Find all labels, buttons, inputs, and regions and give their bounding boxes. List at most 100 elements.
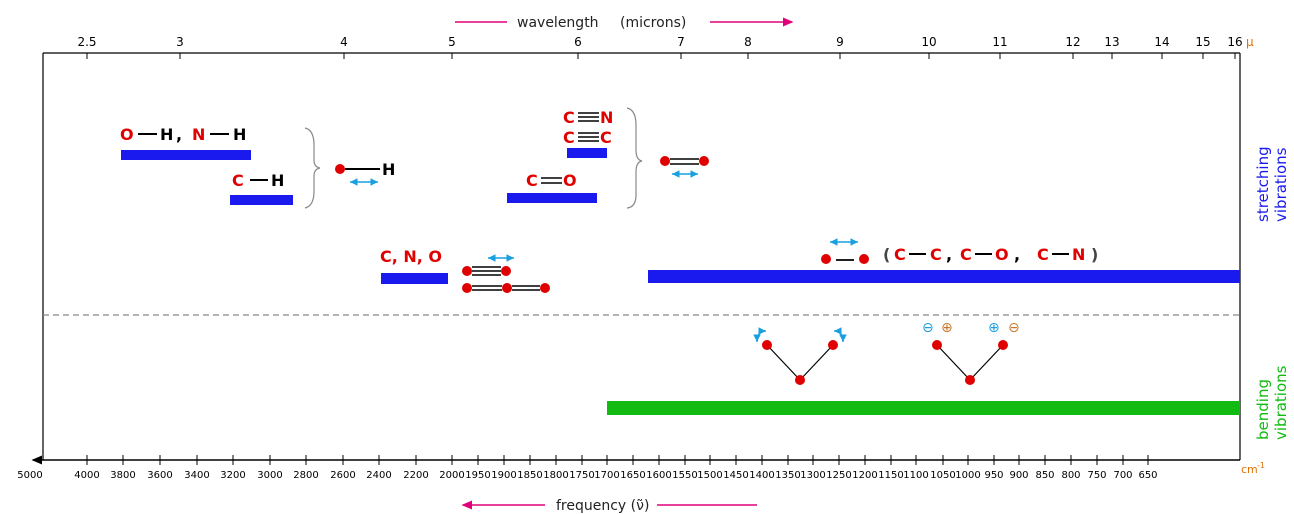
frequency-tick-label: 5000 <box>17 470 42 481</box>
atom-dot <box>660 156 670 166</box>
frequency-unit: cm <box>1241 463 1258 476</box>
frequency-tick-label: 1750 <box>569 470 594 481</box>
atom-h: H <box>382 160 395 179</box>
frequency-tick-label: 2800 <box>293 470 318 481</box>
frequency-tick-label: 1600 <box>646 470 671 481</box>
atom-o: O <box>563 171 577 190</box>
atom-dot <box>828 340 838 350</box>
wavelength-tick-label: 5 <box>448 35 456 49</box>
wavelength-tick-label: 16 <box>1227 35 1242 49</box>
bending-vibrations-label: bending vibrations <box>1254 365 1290 440</box>
atom-n: N <box>1072 245 1085 264</box>
frequency-ticks: 5000 4000 3800 3600 3400 3200 3000 2800 2600 2400… <box>17 455 1158 481</box>
wavelength-tick-label: 13 <box>1104 35 1119 49</box>
wavelength-tick-label: 3 <box>176 35 184 49</box>
wavelength-tick-label: 8 <box>744 35 752 49</box>
frequency-unit-exponent: -1 <box>1257 461 1265 470</box>
xh-brace <box>304 127 321 209</box>
atom-dot <box>859 254 869 264</box>
frequency-tick-label: 1550 <box>672 470 697 481</box>
cumulene-stretch-icon <box>462 283 550 293</box>
frequency-tick-label: 1950 <box>465 470 490 481</box>
atom-c: C <box>526 171 538 190</box>
frequency-tick-label: 3000 <box>257 470 282 481</box>
double-bond-stretch-icon <box>660 156 709 178</box>
frequency-tick-label: 1350 <box>775 470 800 481</box>
bending-bar <box>607 401 1240 415</box>
cn-triple-label: C N <box>563 108 613 127</box>
frequency-tick-label: 950 <box>984 470 1003 481</box>
frequency-tick-label: 3800 <box>110 470 135 481</box>
ch-label: C H <box>232 171 284 190</box>
plus-circle-icon: ⊕ <box>988 320 1000 336</box>
atom-c: C <box>894 245 906 264</box>
multiple-bond-brace <box>626 107 643 209</box>
atom-c: C <box>563 108 575 127</box>
frequency-tick-label: 3600 <box>147 470 172 481</box>
stretching-vibrations-label: stretching vibrations <box>1254 146 1290 222</box>
frequency-tick-label: 650 <box>1138 470 1157 481</box>
triple-bond-stretch-bar <box>567 148 607 158</box>
minus-circle-icon: ⊖ <box>1008 320 1020 336</box>
frequency-tick-label: 1800 <box>543 470 568 481</box>
atom-c: C <box>960 245 972 264</box>
atom-h: H <box>271 171 284 190</box>
frequency-tick-label: 3400 <box>184 470 209 481</box>
bending-text: bending <box>1254 379 1272 440</box>
atom-c: C <box>563 128 575 147</box>
frequency-tick-label: 850 <box>1035 470 1054 481</box>
co-double-label: C O <box>526 171 577 190</box>
atom-dot <box>821 254 831 264</box>
wavelength-title: wavelength <box>517 15 599 31</box>
frequency-tick-label: 900 <box>1009 470 1028 481</box>
atom-dot <box>795 375 805 385</box>
comma: , <box>946 245 952 264</box>
oh-nh-stretch-bar <box>121 150 251 160</box>
frequency-tick-label: 1250 <box>826 470 851 481</box>
paren-close: ) <box>1091 245 1098 264</box>
rock-arrow-icon <box>833 327 847 343</box>
double-bond-stretch-bar <box>507 193 597 203</box>
frequency-tick-label: 750 <box>1087 470 1106 481</box>
atom-dot <box>965 375 975 385</box>
atom-c: C <box>232 171 244 190</box>
atom-dot <box>762 340 772 350</box>
frequency-tick-label: 1300 <box>800 470 825 481</box>
frequency-tick-label: 1700 <box>594 470 619 481</box>
atom-dot <box>462 266 472 276</box>
comma: , <box>176 125 182 144</box>
comma: , <box>1014 245 1020 264</box>
atom-dot <box>335 164 345 174</box>
frequency-title: frequency (ν̃) <box>556 498 649 514</box>
out-of-plane-bend-icon: ⊖ ⊕ ⊕ ⊖ <box>922 320 1020 385</box>
wavelength-unit: μ <box>1246 35 1254 49</box>
stretching-text: stretching <box>1254 146 1272 222</box>
atom-dot <box>932 340 942 350</box>
frequency-tick-label: 2000 <box>439 470 464 481</box>
frequency-tick-label: 2200 <box>403 470 428 481</box>
atom-dot <box>540 283 550 293</box>
atom-c: C <box>600 128 612 147</box>
paren-open: ( <box>883 245 890 264</box>
wavelength-tick-label: 12 <box>1065 35 1080 49</box>
wavelength-ticks: 2.5 3 4 5 6 7 8 9 10 11 12 13 14 15 16 <box>77 35 1243 59</box>
wavelength-tick-label: 2.5 <box>77 35 96 49</box>
vibrations-text: vibrations <box>1272 147 1290 222</box>
atom-h: H <box>233 125 246 144</box>
wavelength-tick-label: 11 <box>992 35 1007 49</box>
triple-bond-stretch-icon <box>462 254 514 276</box>
single-bond-stretch-icon <box>821 238 869 264</box>
wavelength-tick-label: 7 <box>677 35 685 49</box>
frequency-axis-title: frequency (ν̃) <box>461 498 757 514</box>
atom-n: N <box>192 125 205 144</box>
frequency-tick-label: 4000 <box>74 470 99 481</box>
atom-dot <box>501 266 511 276</box>
atom-o: O <box>120 125 134 144</box>
wavelength-tick-label: 14 <box>1154 35 1169 49</box>
cno-stretch-bar <box>381 273 448 284</box>
frequency-tick-label: 1100 <box>903 470 928 481</box>
atom-c: C <box>1037 245 1049 264</box>
atom-o: O <box>995 245 1009 264</box>
atom-dot <box>699 156 709 166</box>
